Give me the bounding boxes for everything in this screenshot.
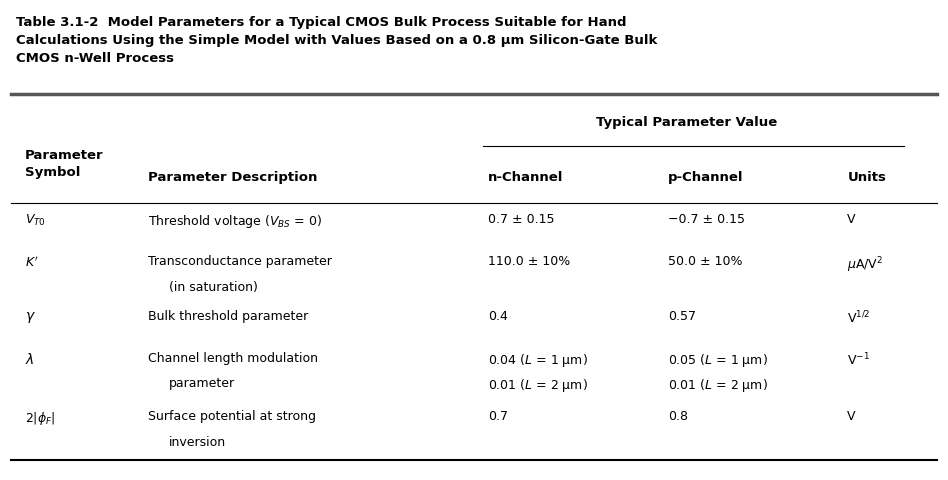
Text: V: V xyxy=(848,213,856,226)
Text: Typical Parameter Value: Typical Parameter Value xyxy=(596,116,777,129)
Text: V$^{1/2}$: V$^{1/2}$ xyxy=(848,310,871,327)
Text: 0.05 ($L$ = 1 μm): 0.05 ($L$ = 1 μm) xyxy=(667,352,768,369)
Text: 0.04 ($L$ = 1 μm): 0.04 ($L$ = 1 μm) xyxy=(488,352,588,369)
Text: 110.0 ± 10%: 110.0 ± 10% xyxy=(488,255,571,268)
Text: 0.8: 0.8 xyxy=(667,410,687,423)
Text: $\mu$A/V$^2$: $\mu$A/V$^2$ xyxy=(848,255,884,275)
Text: p-Channel: p-Channel xyxy=(667,171,743,184)
Text: V: V xyxy=(848,410,856,423)
Text: 50.0 ± 10%: 50.0 ± 10% xyxy=(667,255,742,268)
Text: $\lambda$: $\lambda$ xyxy=(25,352,34,367)
Text: Table 3.1-2  Model Parameters for a Typical CMOS Bulk Process Suitable for Hand
: Table 3.1-2 Model Parameters for a Typic… xyxy=(15,16,657,65)
Text: 0.4: 0.4 xyxy=(488,310,508,323)
Text: V$^{-1}$: V$^{-1}$ xyxy=(848,352,870,369)
Text: n-Channel: n-Channel xyxy=(488,171,563,184)
Text: −0.7 ± 0.15: −0.7 ± 0.15 xyxy=(667,213,745,226)
Text: 0.57: 0.57 xyxy=(667,310,696,323)
Text: 0.7: 0.7 xyxy=(488,410,508,423)
Text: 0.7 ± 0.15: 0.7 ± 0.15 xyxy=(488,213,555,226)
Text: $V_{T0}$: $V_{T0}$ xyxy=(25,213,46,228)
Text: 0.01 ($L$ = 2 μm): 0.01 ($L$ = 2 μm) xyxy=(488,377,588,395)
Text: Surface potential at strong: Surface potential at strong xyxy=(148,410,316,423)
Text: (in saturation): (in saturation) xyxy=(169,281,258,294)
Text: Bulk threshold parameter: Bulk threshold parameter xyxy=(148,310,308,323)
Text: $K'$: $K'$ xyxy=(25,255,38,270)
Text: parameter: parameter xyxy=(169,377,235,390)
Text: Parameter
Symbol: Parameter Symbol xyxy=(25,149,103,180)
Text: 0.01 ($L$ = 2 μm): 0.01 ($L$ = 2 μm) xyxy=(667,377,768,395)
Text: Channel length modulation: Channel length modulation xyxy=(148,352,318,365)
Text: Units: Units xyxy=(848,171,886,184)
Text: Parameter Description: Parameter Description xyxy=(148,171,318,184)
Text: inversion: inversion xyxy=(169,436,226,449)
Text: $\gamma$: $\gamma$ xyxy=(25,310,36,325)
Text: $2|\phi_F|$: $2|\phi_F|$ xyxy=(25,410,55,427)
Text: Transconductance parameter: Transconductance parameter xyxy=(148,255,332,268)
Text: Threshold voltage ($V_{BS}$ = 0): Threshold voltage ($V_{BS}$ = 0) xyxy=(148,213,322,230)
